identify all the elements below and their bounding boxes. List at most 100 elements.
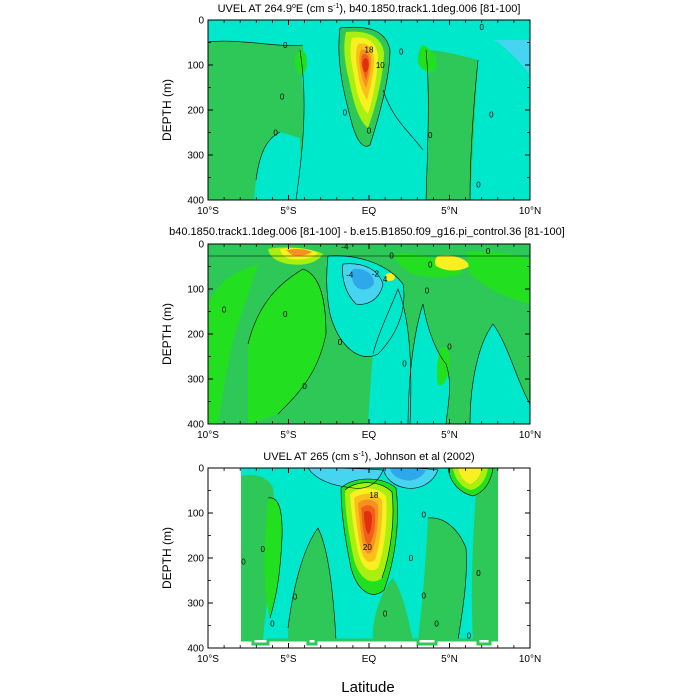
y-tick-label: 200 <box>187 554 204 565</box>
east-cyan-column <box>408 304 450 424</box>
contour-label: 20 <box>363 543 372 552</box>
eq-jet-contour <box>340 478 398 595</box>
y-tick-label: 100 <box>187 285 204 296</box>
contour-label: 0 <box>489 111 494 120</box>
panel-3-ylabel: DEPTH (m) <box>160 527 174 589</box>
panel-1-title: UVEL AT 264.9oE (cm s-1), b40.1850.track… <box>218 3 521 15</box>
west-cyan-tongue <box>254 132 302 200</box>
x-tick-label: 5°S <box>280 206 297 217</box>
eq-jet-inner-contour <box>344 482 394 579</box>
panel-1-ylabel: DEPTH (m) <box>160 79 174 141</box>
y-tick-label: 0 <box>198 464 204 475</box>
x-tick-label: EQ <box>362 654 377 665</box>
contour-label: 0 <box>422 591 427 600</box>
west-green-inner <box>218 45 300 161</box>
east-small-lobe <box>418 45 437 73</box>
contour-label: 4 <box>383 275 388 284</box>
center-deep-green <box>373 578 413 640</box>
contour-label: 0 <box>409 554 414 563</box>
center-column-contour <box>372 288 412 424</box>
panel-1: UVEL AT 264.9oE (cm s-1), b40.1850.track… <box>160 3 541 217</box>
contour-label: 0 <box>222 305 227 314</box>
west-deep-contour <box>287 527 337 641</box>
y-tick-label: 300 <box>187 375 204 386</box>
contour-label: 0 <box>428 131 433 140</box>
panel-3: UVEL AT 265 (cm s-1), Johnson et al (200… <box>160 451 541 696</box>
contour-label: 0 <box>270 619 275 628</box>
contour-label: 0 <box>241 558 246 567</box>
west-bright-lobe <box>264 497 283 618</box>
contour-label: 0 <box>479 23 484 32</box>
panel-3-field <box>208 468 530 648</box>
y-tick-label: 300 <box>187 599 204 610</box>
y-tick-label: 0 <box>198 240 204 251</box>
x-tick-label: 5°S <box>280 430 297 441</box>
x-tick-label: 10°N <box>519 430 541 441</box>
east-jet-contour <box>447 468 494 497</box>
center-cyan-column <box>368 289 411 424</box>
contour-label: 0 <box>343 108 348 117</box>
y-tick-label: 100 <box>187 61 204 72</box>
x-tick-label: 10°S <box>197 654 219 665</box>
contour-label: 0 <box>486 247 491 256</box>
panel-2-field <box>208 244 530 424</box>
panel-2: b40.1850.track1.1deg.006 [81-100] - b.e1… <box>160 226 565 441</box>
x-tick-label: 10°N <box>519 206 541 217</box>
jet-core <box>362 58 369 72</box>
contour-label: 0 <box>283 41 288 50</box>
panel-2-title: b40.1850.track1.1deg.006 [81-100] - b.e1… <box>169 226 565 238</box>
center-yellow-blob <box>385 273 395 281</box>
y-tick-label: 0 <box>198 16 204 27</box>
west-bright-edge <box>208 264 258 424</box>
panel-2-ylabel: DEPTH (m) <box>160 303 174 365</box>
contour-label: 0 <box>283 310 288 319</box>
contour-label: 0 <box>476 180 481 189</box>
contour-label: 0 <box>434 619 439 628</box>
far-east-contour <box>469 59 479 200</box>
contour-label: -4 <box>346 271 354 280</box>
x-tick-label: 10°S <box>197 206 219 217</box>
far-east-green <box>471 468 498 640</box>
contour-label: 0 <box>402 359 407 368</box>
x-tick-label: 5°S <box>280 654 297 665</box>
west-tongue-contour <box>255 131 281 181</box>
contour-label: 0 <box>428 260 433 269</box>
y-tick-label: 400 <box>187 420 204 431</box>
dark-blue-core <box>351 268 374 290</box>
panel-3-title: UVEL AT 265 (cm s-1), Johnson et al (200… <box>263 451 474 463</box>
y-tick-label: 400 <box>187 644 204 655</box>
west-zero-line <box>295 49 305 200</box>
x-tick-label: 10°N <box>519 654 541 665</box>
panel-2-labels: -4 -4 -24 0 0 0 0 0 0 0 0 0 0 <box>222 242 491 391</box>
west-deep-green <box>288 528 336 640</box>
west-surface-core <box>286 248 312 256</box>
west-cyan-channel <box>296 52 338 200</box>
far-east-cyan <box>470 324 530 424</box>
x-tick-label: EQ <box>362 430 377 441</box>
contour-label: 18 <box>369 491 378 500</box>
contour-label: 0 <box>399 48 404 57</box>
contour-label: 0 <box>302 382 307 391</box>
west-green <box>241 474 275 640</box>
west-lobe-contour <box>267 497 283 619</box>
blue-contour <box>342 263 384 305</box>
y-tick-label: 200 <box>187 106 204 117</box>
cyan-contour <box>326 255 405 357</box>
y-tick-label: 200 <box>187 330 204 341</box>
east-surface-dark <box>390 468 426 481</box>
contour-label: -2 <box>372 269 380 278</box>
east-blue-corner <box>493 40 530 75</box>
contour-label: 0 <box>389 251 394 260</box>
x-tick-label: 5°N <box>441 206 458 217</box>
surface-contour-west <box>208 40 304 46</box>
x-tick-label: 5°N <box>441 654 458 665</box>
y-tick-label: 300 <box>187 151 204 162</box>
east-jet-core <box>458 468 482 484</box>
east-yellow-lobe <box>434 255 470 271</box>
jet-contour <box>338 26 391 147</box>
west-lobe-contour <box>247 268 327 415</box>
panel-1-field <box>208 20 530 200</box>
